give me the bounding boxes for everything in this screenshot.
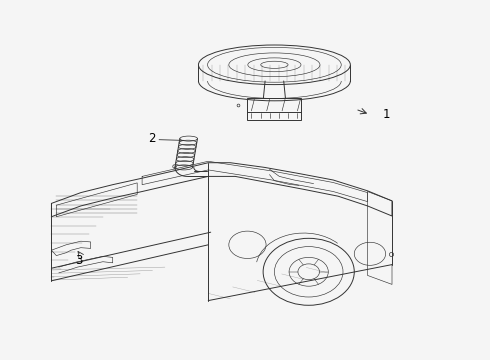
Text: 1: 1: [382, 108, 390, 121]
Text: 3: 3: [74, 255, 82, 267]
Text: 2: 2: [148, 132, 156, 145]
